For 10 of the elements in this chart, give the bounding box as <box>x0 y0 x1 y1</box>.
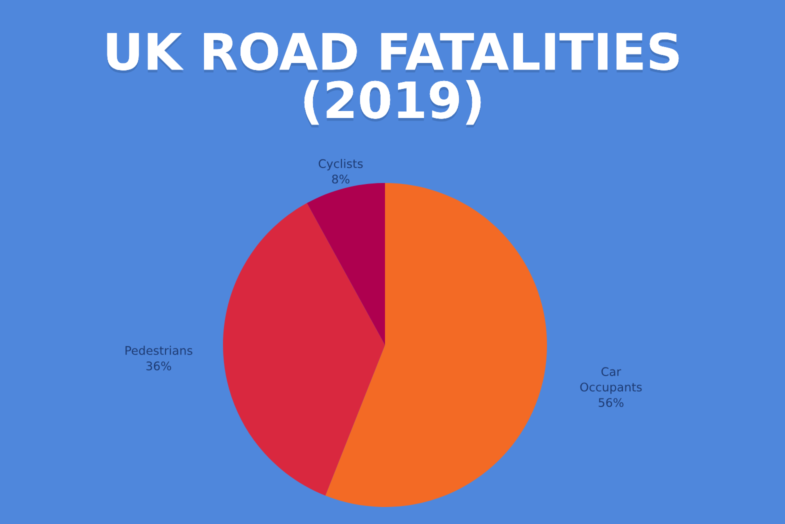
chart-title: UK ROAD FATALITIES (2019) <box>107 32 679 128</box>
pie-slice <box>306 183 385 345</box>
data-label: 36% <box>146 361 172 370</box>
data-label: 8% <box>332 174 350 184</box>
pie-slice <box>325 183 547 507</box>
data-label: 56% <box>598 398 624 407</box>
slice-label: Car Occupants <box>580 367 642 394</box>
pie-slice <box>223 203 385 496</box>
slice-label: Pedestrians <box>126 346 192 355</box>
slice-label: Cyclists <box>318 158 363 170</box>
